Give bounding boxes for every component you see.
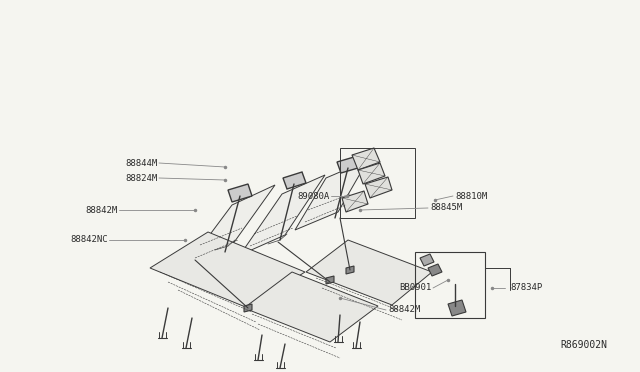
Text: 88842M: 88842M bbox=[86, 205, 118, 215]
Polygon shape bbox=[185, 185, 275, 268]
Polygon shape bbox=[244, 304, 252, 312]
Text: 88842NC: 88842NC bbox=[70, 235, 108, 244]
Polygon shape bbox=[428, 264, 442, 276]
Text: 88845M: 88845M bbox=[430, 203, 462, 212]
Polygon shape bbox=[346, 266, 354, 274]
Polygon shape bbox=[365, 177, 392, 198]
Polygon shape bbox=[337, 157, 358, 173]
Text: 88810M: 88810M bbox=[455, 192, 487, 201]
Text: 88842M: 88842M bbox=[388, 305, 420, 314]
Polygon shape bbox=[150, 232, 305, 308]
Text: 88824M: 88824M bbox=[125, 173, 158, 183]
Polygon shape bbox=[240, 175, 325, 255]
Polygon shape bbox=[352, 148, 380, 170]
Polygon shape bbox=[244, 272, 378, 342]
Polygon shape bbox=[306, 240, 432, 305]
Polygon shape bbox=[342, 191, 368, 212]
Polygon shape bbox=[228, 184, 252, 202]
Text: 89080A: 89080A bbox=[298, 192, 330, 201]
Text: BB0901: BB0901 bbox=[400, 283, 432, 292]
Polygon shape bbox=[326, 276, 334, 284]
Text: R869002N: R869002N bbox=[560, 340, 607, 350]
Polygon shape bbox=[283, 172, 306, 189]
Text: 88844M: 88844M bbox=[125, 158, 158, 167]
Polygon shape bbox=[420, 254, 434, 266]
Text: 87834P: 87834P bbox=[510, 283, 542, 292]
Polygon shape bbox=[358, 163, 385, 184]
Polygon shape bbox=[448, 300, 466, 316]
Polygon shape bbox=[295, 160, 368, 230]
